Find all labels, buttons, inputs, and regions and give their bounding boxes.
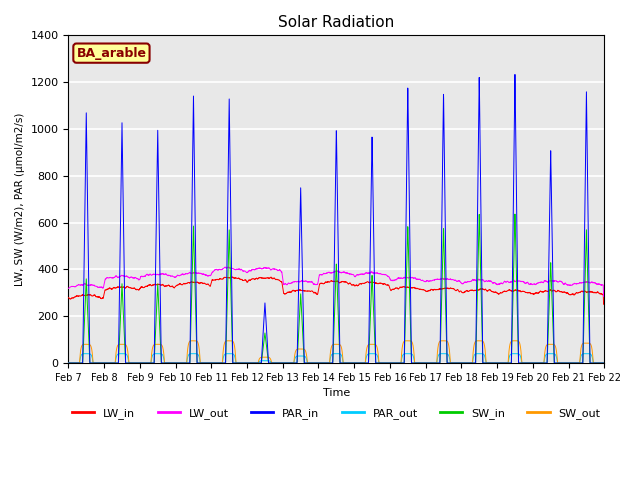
PAR_out (600, 360, 608, 366)
SW_in (427, 360, 435, 366)
LW_out (65, 286, 72, 291)
SW_out (511, 338, 519, 344)
LW_out (456, 279, 464, 285)
Line: SW_in: SW_in (68, 214, 604, 363)
SW_in (65, 360, 72, 366)
SW_out (316, 360, 324, 366)
LW_in (316, 281, 324, 287)
LW_in (227, 274, 235, 280)
LW_out (161, 272, 168, 277)
PAR_out (427, 360, 435, 366)
SW_out (600, 360, 608, 366)
PAR_out (316, 360, 324, 366)
PAR_in (511, 72, 519, 77)
Line: SW_out: SW_out (68, 341, 604, 363)
PAR_out (65, 360, 72, 366)
SW_out (487, 360, 495, 366)
SW_in (456, 360, 464, 366)
PAR_in (316, 360, 324, 366)
LW_in (487, 288, 495, 294)
PAR_out (83, 351, 90, 357)
SW_out (456, 360, 464, 366)
LW_in (456, 288, 464, 294)
LW_in (600, 301, 608, 307)
Line: PAR_out: PAR_out (68, 354, 604, 363)
SW_out (65, 360, 72, 366)
Title: Solar Radiation: Solar Radiation (278, 15, 394, 30)
LW_in (65, 295, 72, 300)
LW_in (600, 301, 607, 307)
PAR_in (65, 360, 72, 366)
LW_in (427, 287, 435, 293)
LW_in (600, 301, 608, 307)
LW_out (487, 278, 495, 284)
PAR_out (161, 360, 169, 366)
Line: LW_out: LW_out (68, 267, 604, 297)
PAR_out (487, 360, 495, 366)
SW_in (487, 360, 495, 366)
Y-axis label: LW, SW (W/m2), PAR (μmol/m2/s): LW, SW (W/m2), PAR (μmol/m2/s) (15, 112, 25, 286)
LW_out (224, 264, 232, 270)
PAR_out (600, 360, 607, 366)
X-axis label: Time: Time (323, 388, 350, 398)
PAR_in (487, 360, 495, 366)
LW_out (600, 293, 607, 299)
Legend: LW_in, LW_out, PAR_in, PAR_out, SW_in, SW_out: LW_in, LW_out, PAR_in, PAR_out, SW_in, S… (68, 403, 605, 423)
SW_in (316, 360, 324, 366)
Line: LW_in: LW_in (68, 277, 604, 304)
SW_out (161, 360, 168, 366)
LW_in (161, 284, 168, 289)
LW_out (600, 294, 608, 300)
SW_out (600, 360, 607, 366)
PAR_in (161, 360, 168, 366)
PAR_out (456, 360, 464, 366)
SW_out (427, 360, 435, 366)
SW_in (511, 211, 519, 217)
PAR_in (456, 360, 464, 366)
LW_out (316, 272, 324, 277)
LW_out (600, 293, 608, 299)
Line: PAR_in: PAR_in (68, 74, 604, 363)
SW_in (600, 360, 608, 366)
PAR_in (600, 360, 607, 366)
PAR_in (600, 360, 608, 366)
Text: BA_arable: BA_arable (76, 47, 147, 60)
SW_in (600, 360, 607, 366)
SW_in (161, 360, 168, 366)
PAR_in (427, 360, 435, 366)
LW_out (427, 278, 435, 284)
